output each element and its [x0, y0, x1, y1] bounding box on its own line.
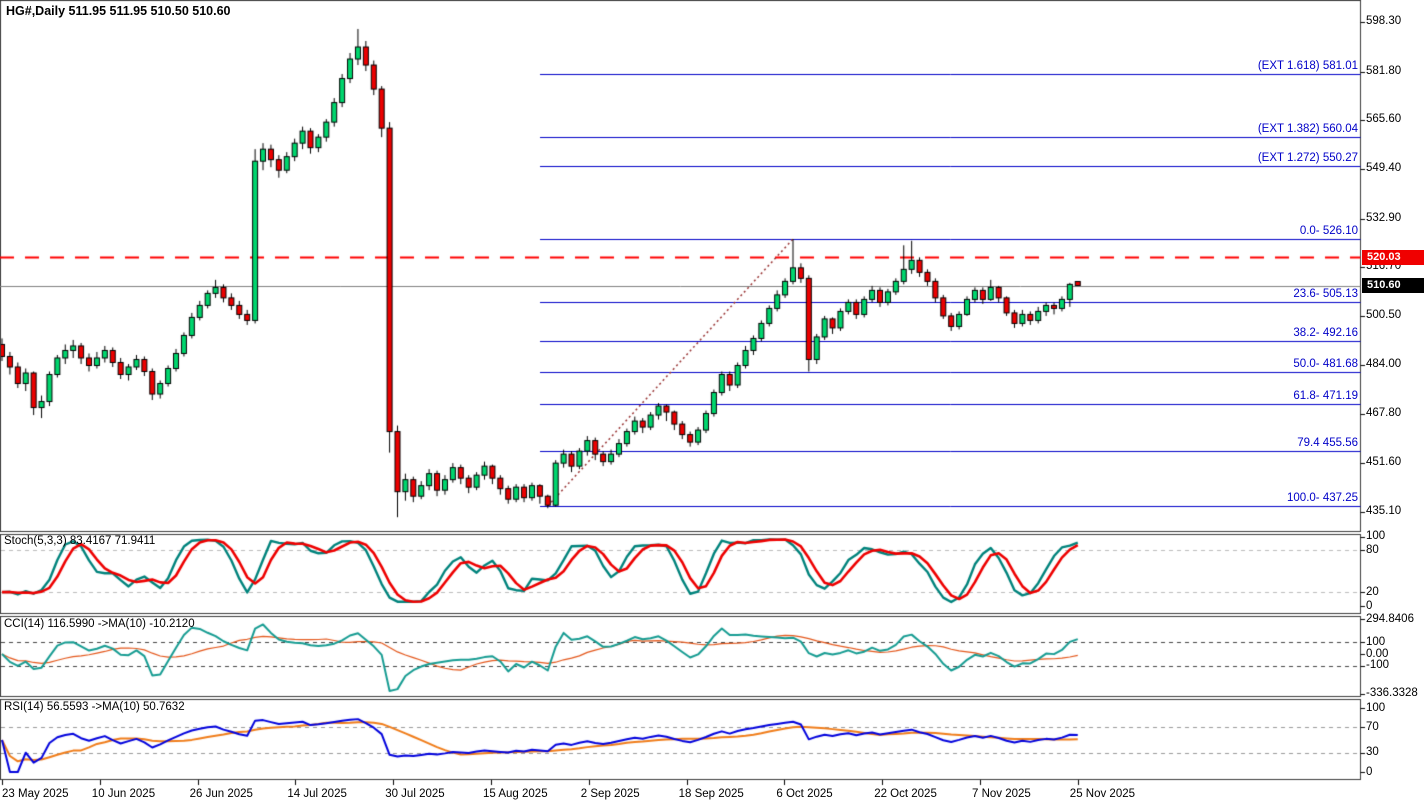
price-axis-tick: 565.60	[1366, 113, 1402, 126]
time-axis-label: 18 Sep 2025	[678, 788, 744, 800]
fib-level-label: (EXT 1.618) 581.01	[1257, 60, 1358, 73]
time-axis-label: 25 Nov 2025	[1069, 788, 1136, 800]
price-badge-current: 510.60	[1362, 278, 1424, 294]
time-axis-label: 26 Jun 2025	[189, 788, 253, 800]
symbol-quote-title: HG#,Daily 511.95 511.95 510.50 510.60	[6, 4, 231, 18]
time-axis-label: 15 Aug 2025	[483, 788, 548, 800]
fib-level-label: (EXT 1.382) 560.04	[1257, 123, 1358, 136]
stoch-axis-tick: 0	[1366, 599, 1373, 612]
rsi-axis-tick: 0	[1366, 765, 1373, 778]
rsi-axis-tick: 70	[1366, 720, 1379, 733]
price-axis-tick: 435.10	[1366, 505, 1402, 518]
fib-level-label: (EXT 1.272) 550.27	[1257, 152, 1358, 165]
time-axis-label: 30 Jul 2025	[385, 788, 445, 800]
cci-axis-tick: -100	[1366, 659, 1390, 672]
price-axis-tick: 598.30	[1366, 15, 1402, 28]
price-axis-tick: 549.40	[1366, 161, 1402, 174]
time-axis-label: 6 Oct 2025	[776, 788, 833, 800]
time-axis-label: 22 Oct 2025	[874, 788, 937, 800]
price-axis-tick: 467.80	[1366, 407, 1402, 420]
fib-level-label: 0.0- 526.10	[1299, 225, 1358, 237]
fib-level-label: 100.0- 437.25	[1287, 491, 1358, 504]
stoch-axis-tick: 100	[1366, 530, 1386, 542]
stoch-axis-tick: 80	[1366, 543, 1379, 556]
cci-axis-tick: 0.00	[1366, 647, 1389, 660]
cci-indicator-header: CCI(14) 116.5990 ->MA(10) -10.2120	[4, 618, 195, 630]
price-axis-tick: 451.60	[1366, 455, 1402, 468]
rsi-indicator-header: RSI(14) 56.5593 ->MA(10) 50.7632	[4, 701, 185, 713]
price-axis-tick: 532.90	[1366, 211, 1402, 224]
stoch-axis-tick: 20	[1366, 585, 1379, 598]
fib-level-label: 50.0- 481.68	[1293, 358, 1358, 371]
time-axis-label: 14 Jul 2025	[287, 788, 347, 800]
fib-level-label: 38.2- 492.16	[1293, 326, 1358, 339]
cci-axis-tick: -336.3328	[1366, 687, 1418, 700]
price-axis-tick: 581.80	[1366, 64, 1402, 77]
price-badge-resistance: 520.03	[1362, 249, 1424, 265]
stoch-indicator-header: Stoch(5,3,3) 83.4167 71.9411	[4, 535, 156, 547]
time-axis-label: 10 Jun 2025	[91, 788, 156, 800]
cci-axis-tick: 294.8406	[1366, 612, 1414, 625]
fib-level-label: 61.8- 471.19	[1293, 389, 1358, 402]
fib-level-label: 79.4 455.56	[1297, 436, 1358, 449]
rsi-axis-tick: 100	[1366, 701, 1386, 714]
time-axis-label: 23 May 2025	[2, 788, 69, 800]
price-axis-tick: 484.00	[1366, 358, 1402, 371]
time-axis-label: 2 Sep 2025	[580, 788, 640, 800]
time-axis-label: 7 Nov 2025	[972, 788, 1031, 800]
cci-axis-tick: 100	[1366, 635, 1386, 648]
fib-level-label: 23.6- 505.13	[1293, 288, 1358, 300]
rsi-axis-tick: 30	[1366, 746, 1379, 759]
price-axis-tick: 500.50	[1366, 308, 1402, 321]
